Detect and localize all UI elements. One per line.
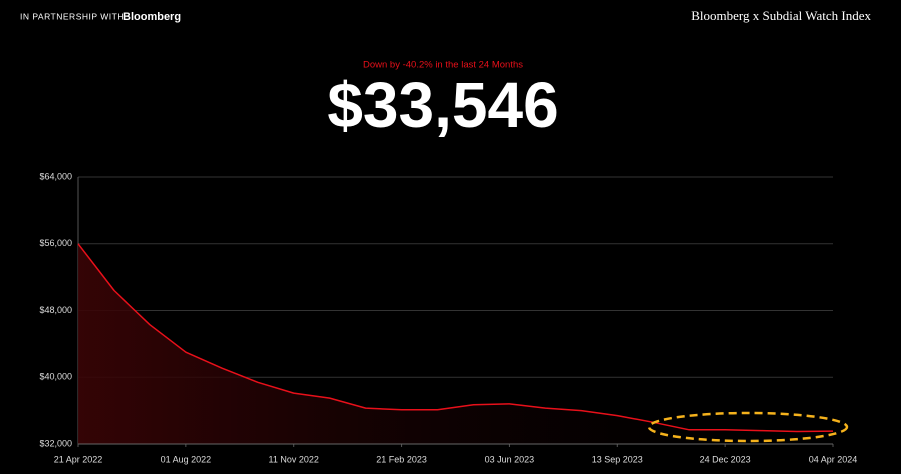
x-tick-label: 04 Apr 2024 (809, 454, 858, 464)
y-tick-label: $40,000 (39, 372, 72, 382)
x-tick-label: 21 Feb 2023 (376, 454, 427, 464)
partner-name: Bloomberg (123, 11, 181, 23)
chart-subtitle: Down by -40.2% in the last 24 Months (363, 60, 523, 71)
x-tick-label: 03 Jun 2023 (485, 454, 535, 464)
line (77, 243, 834, 433)
x-tick-label: 01 Aug 2022 (161, 454, 212, 464)
x-tick-label: 21 Apr 2022 (54, 454, 103, 464)
highlight-ellipse (647, 411, 849, 443)
y-tick-label: $56,000 (39, 238, 72, 248)
x-tick-label: 24 Dec 2023 (700, 454, 751, 464)
y-tick-label: $48,000 (39, 305, 72, 315)
y-tick-label: $32,000 (39, 438, 72, 448)
plot-area: $32,000 $40,000 $48,000 $56,000 $64,000 21 Ap… (39, 171, 857, 464)
index-title: Bloomberg x Subdial Watch Index (691, 8, 871, 23)
area (78, 243, 833, 444)
partner-label: IN PARTNERSHIP WITH (20, 11, 124, 21)
x-tick-label: 11 Nov 2022 (269, 454, 319, 464)
x-tick-label: 13 Sep 2023 (592, 454, 643, 464)
y-tick-label: $64,000 (39, 171, 72, 181)
chart-title: $33,546 (327, 69, 558, 141)
